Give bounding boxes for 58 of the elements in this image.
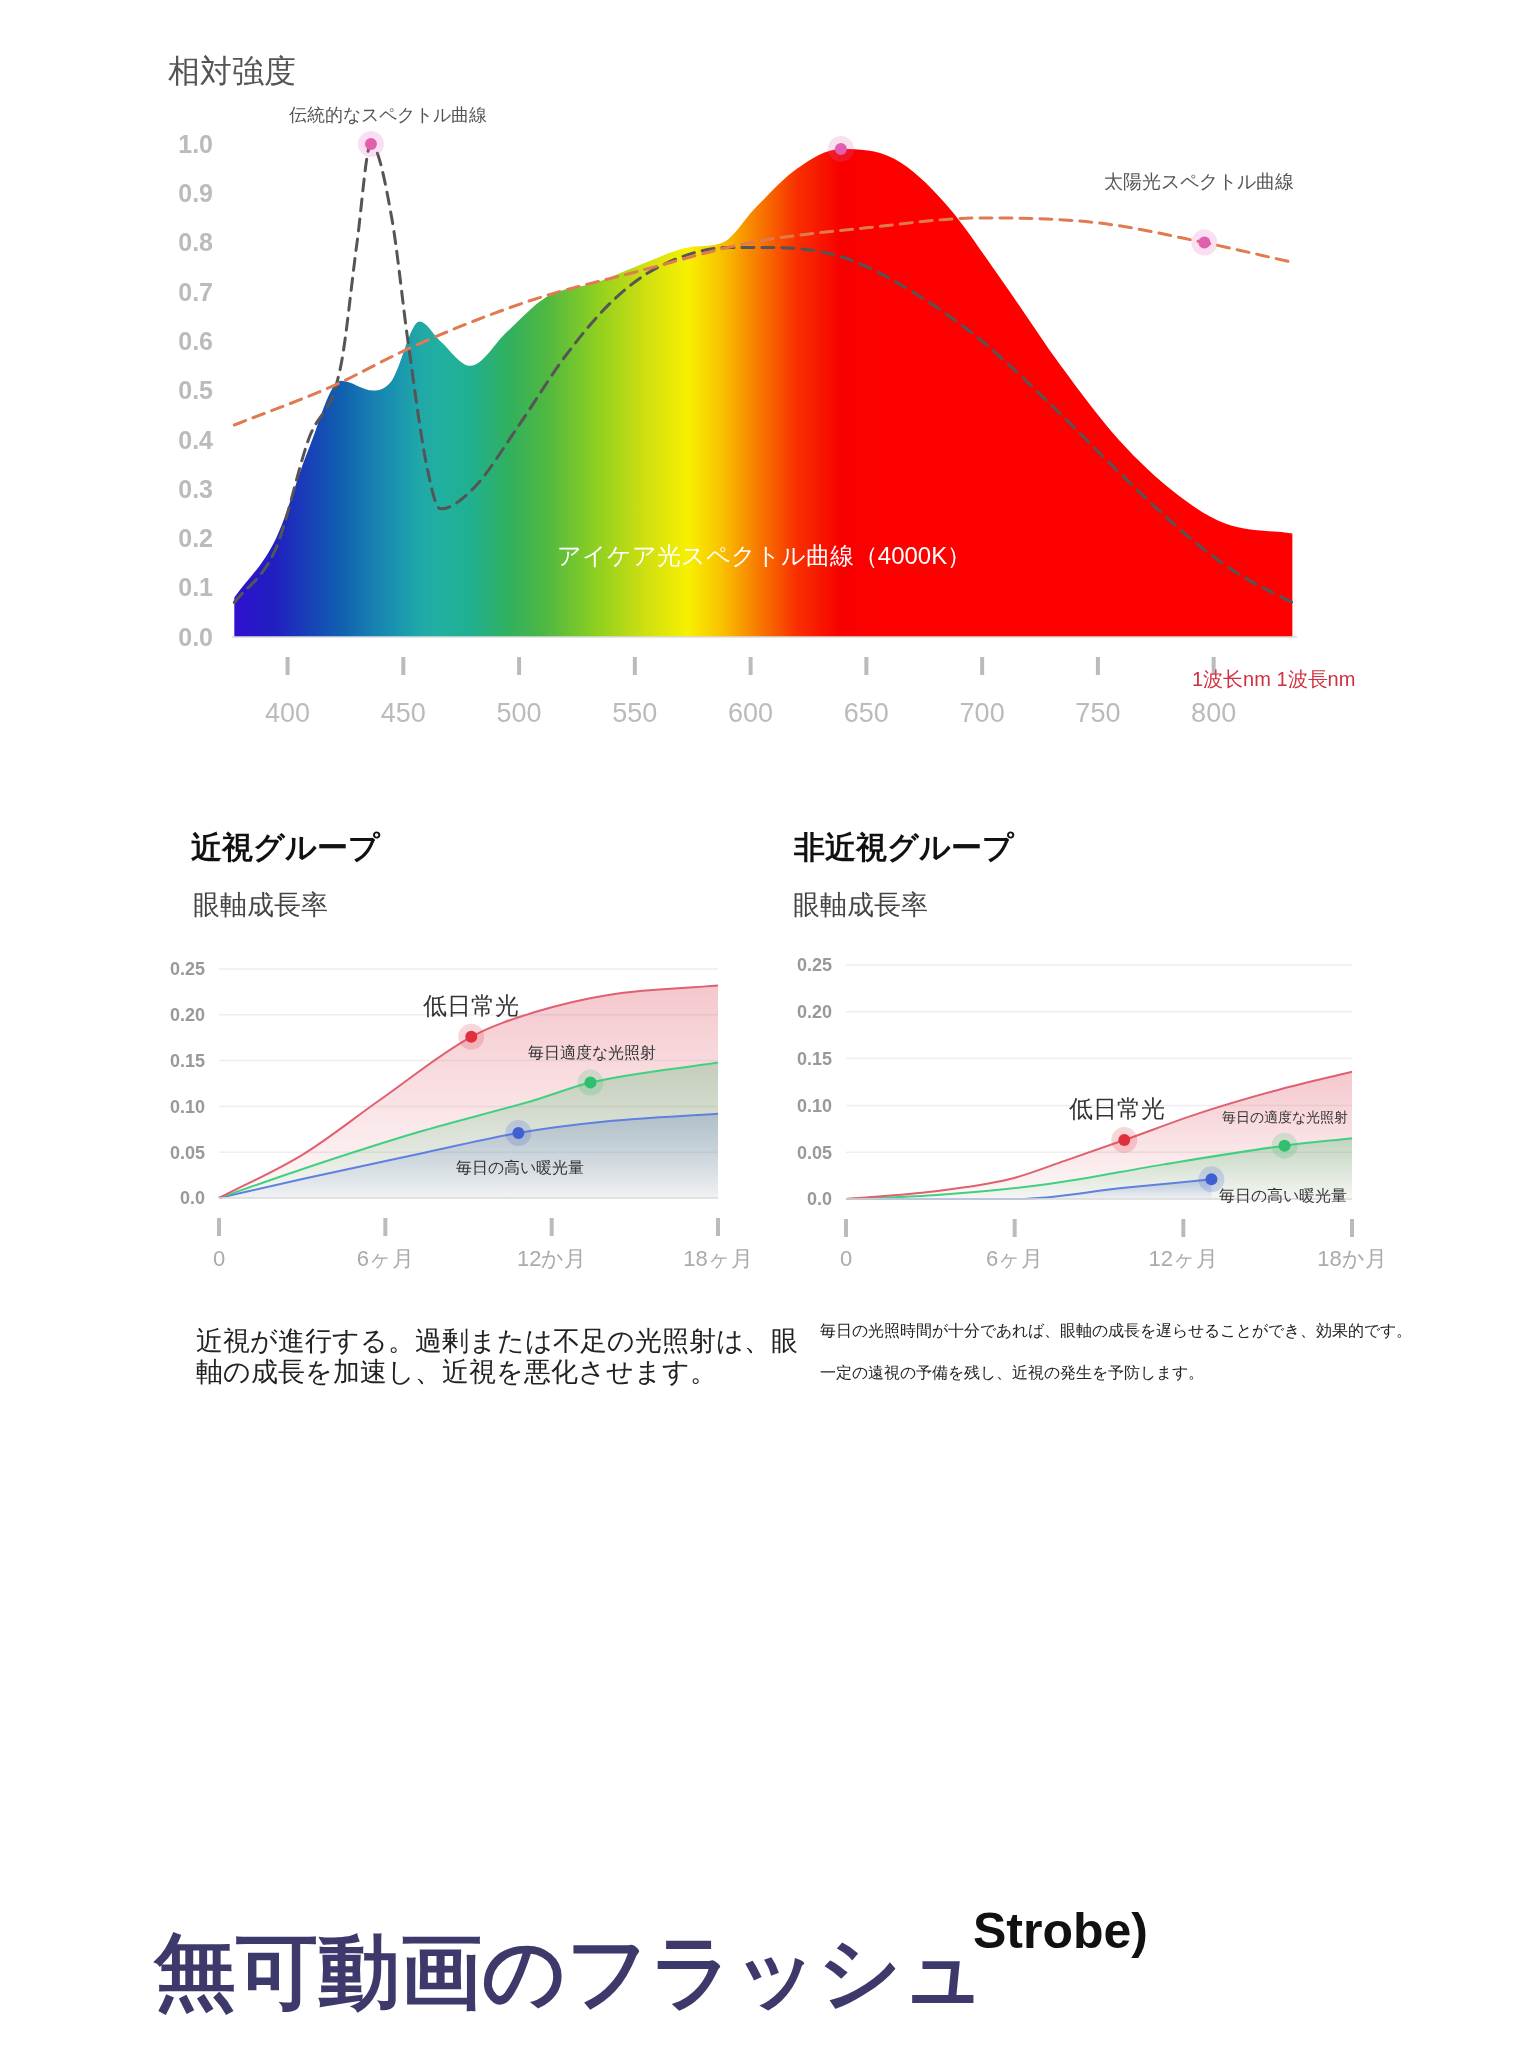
y-tick-label: 0.15 bbox=[796, 1048, 832, 1069]
annotation: 伝統的なスペクトル曲線 bbox=[288, 105, 487, 126]
y-tick-label: 0.2 bbox=[178, 524, 213, 553]
x-tick-label: 18か月 bbox=[1317, 1246, 1387, 1271]
annotation: 毎日の適度な光照射 bbox=[1221, 1108, 1348, 1125]
annotation: アイケア光スペクトル曲線（4000K） bbox=[556, 542, 972, 569]
x-tick-label: 6ヶ月 bbox=[356, 1246, 414, 1271]
annotation: 低日常光 bbox=[423, 992, 520, 1020]
x-tick-label: 800 bbox=[1191, 698, 1237, 728]
annotation: 低日常光 bbox=[1069, 1095, 1166, 1123]
y-tick-label: 0.25 bbox=[796, 955, 832, 976]
x-tick-label: 18ヶ月 bbox=[683, 1246, 753, 1271]
y-tick-label: 0.20 bbox=[169, 1005, 205, 1026]
x-tick-label: 700 bbox=[959, 698, 1005, 728]
y-tick-label: 0.3 bbox=[178, 474, 213, 503]
y-tick-label: 0.9 bbox=[178, 179, 213, 208]
y-tick-label: 0.20 bbox=[796, 1002, 832, 1023]
x-tick-label: 500 bbox=[496, 698, 542, 728]
y-tick-label: 0.10 bbox=[169, 1096, 205, 1117]
chart-title: 近視グループ bbox=[191, 830, 381, 865]
x-tick-label: 400 bbox=[265, 698, 311, 728]
x-tick-label: 750 bbox=[1075, 698, 1121, 728]
annotation: 太陽光スペクトル曲線 bbox=[1104, 171, 1295, 193]
y-tick-label: 0.5 bbox=[178, 376, 214, 405]
y-tick-label: 0.10 bbox=[796, 1095, 832, 1116]
y-axis-title: 眼軸成長率 bbox=[193, 890, 328, 920]
y-axis-title: 眼軸成長率 bbox=[793, 890, 928, 920]
annotation: 毎日適度な光照射 bbox=[528, 1044, 657, 1062]
y-tick-label: 0.7 bbox=[178, 277, 213, 306]
x-tick-label: 0 bbox=[212, 1246, 226, 1271]
y-tick-label: 0.0 bbox=[179, 1188, 205, 1209]
x-axis-title: 1波长nm 1波長nm bbox=[1192, 668, 1356, 690]
y-axis-title: 相対強度 bbox=[168, 53, 296, 89]
y-tick-label: 0.25 bbox=[169, 959, 205, 980]
y-tick-label: 0.6 bbox=[178, 326, 213, 355]
y-tick-label: 1.0 bbox=[178, 129, 213, 158]
y-tick-label: 0.4 bbox=[178, 425, 214, 454]
y-tick-label: 0.1 bbox=[178, 573, 214, 602]
y-tick-label: 0.8 bbox=[178, 228, 214, 257]
x-tick-label: 450 bbox=[380, 698, 426, 728]
x-tick-label: 650 bbox=[843, 698, 889, 728]
x-tick-label: 12か月 bbox=[516, 1246, 587, 1271]
annotation: 毎日の高い暖光量 bbox=[456, 1158, 585, 1176]
x-tick-label: 0 bbox=[839, 1246, 853, 1271]
y-tick-label: 0.05 bbox=[796, 1142, 832, 1163]
x-tick-label: 600 bbox=[728, 698, 774, 728]
text: 毎日の光照時間が十分であれば、眼軸の成長を遅らせることができ、効果的です。 bbox=[820, 1322, 1412, 1339]
chart-title: 非近視グループ bbox=[793, 830, 1015, 865]
text: 近視が進行する。過剰または不足の光照射は、眼軸の成長を加速し、近視を悪化させます。 bbox=[196, 1326, 798, 1388]
y-tick-label: 0.05 bbox=[169, 1142, 205, 1163]
x-tick-label: 550 bbox=[612, 698, 658, 728]
y-tick-label: 0.0 bbox=[178, 622, 213, 651]
y-tick-label: 0.0 bbox=[806, 1189, 832, 1210]
x-tick-label: 6ヶ月 bbox=[986, 1246, 1044, 1271]
x-tick-label: 12ヶ月 bbox=[1148, 1246, 1219, 1271]
annotation: 毎日の高い暖光量 bbox=[1219, 1186, 1348, 1204]
text: 一定の遠視の予備を残し、近視の発生を予防します。 bbox=[820, 1364, 1204, 1381]
y-tick-label: 0.15 bbox=[169, 1050, 205, 1071]
